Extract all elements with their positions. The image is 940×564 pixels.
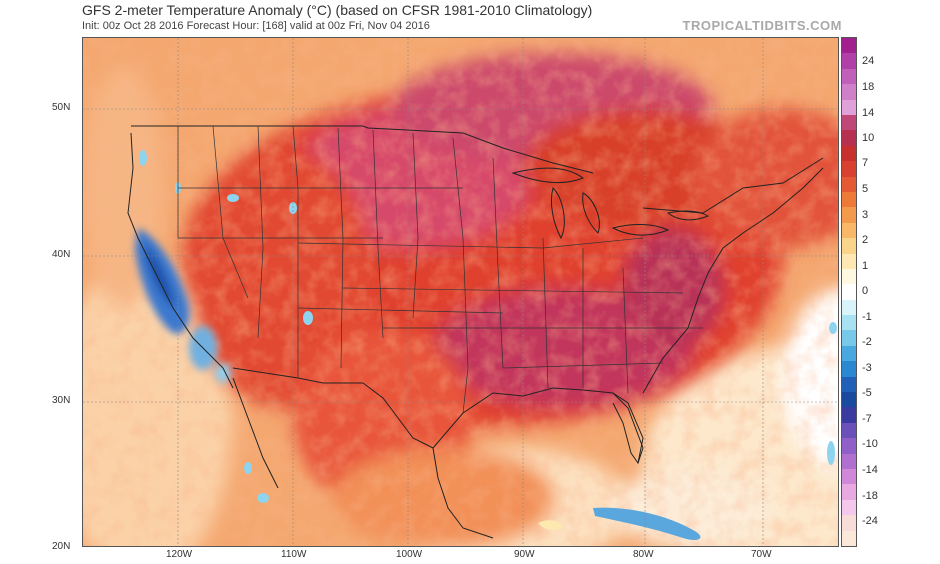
cool-spots bbox=[139, 150, 837, 503]
color-scale-cell bbox=[842, 191, 856, 208]
map-title: GFS 2-meter Temperature Anomaly (°C) (ba… bbox=[82, 2, 593, 18]
color-scale-label: 18 bbox=[862, 81, 875, 93]
color-scale-label: -3 bbox=[862, 362, 872, 374]
color-scale-label: 24 bbox=[862, 55, 875, 67]
anomaly-map bbox=[83, 38, 838, 546]
color-scale-label: 3 bbox=[862, 209, 869, 221]
color-scale-cell bbox=[842, 422, 856, 439]
color-scale-cell bbox=[842, 284, 856, 301]
color-scale-cell bbox=[842, 238, 856, 255]
map-panel bbox=[82, 37, 839, 547]
color-scale-label: -7 bbox=[862, 413, 872, 425]
color-scale-cell bbox=[842, 38, 856, 54]
latitude-label-50n: 50N bbox=[52, 102, 71, 113]
latitude-label-40n: 40N bbox=[52, 249, 71, 260]
color-scale-label: -1 bbox=[862, 311, 872, 323]
color-scale-cell bbox=[842, 438, 856, 455]
cuba-cool-anomaly bbox=[593, 507, 701, 541]
longitude-label-100w: 100W bbox=[396, 549, 423, 560]
color-scale-cell bbox=[842, 345, 856, 362]
color-scale-cell bbox=[842, 315, 856, 332]
color-scale-cell bbox=[842, 99, 856, 116]
color-scale-cell bbox=[842, 161, 856, 178]
longitude-label-70w: 70W bbox=[751, 549, 772, 560]
color-scale-cell bbox=[842, 53, 856, 70]
color-scale-label: 1 bbox=[862, 260, 869, 272]
color-scale-cell bbox=[842, 469, 856, 485]
color-scale-cell bbox=[842, 530, 856, 546]
color-scale-cell bbox=[842, 207, 856, 224]
yucatan-shading bbox=[538, 520, 563, 531]
color-scale-cell bbox=[842, 114, 856, 131]
color-scale-cell bbox=[842, 84, 856, 101]
color-scale-label: -10 bbox=[862, 438, 878, 450]
color-scale-cell bbox=[842, 361, 856, 378]
color-scale-label: -14 bbox=[862, 464, 878, 476]
forecast-info: Init: 00z Oct 28 2016 Forecast Hour: [16… bbox=[82, 20, 430, 32]
color-scale-label: 0 bbox=[862, 285, 869, 297]
color-scale-label: 14 bbox=[862, 107, 875, 119]
latitude-label-30n: 30N bbox=[52, 395, 71, 406]
color-scale-label: 7 bbox=[862, 157, 869, 169]
color-scale-label: -18 bbox=[862, 490, 878, 502]
color-scale-cell bbox=[842, 253, 856, 270]
cool-anomaly-california bbox=[135, 228, 231, 383]
color-scale-cell bbox=[842, 515, 856, 532]
color-scale-cell bbox=[842, 130, 856, 147]
color-scale-label: -5 bbox=[862, 387, 872, 399]
color-scale-cell bbox=[842, 299, 856, 316]
color-scale-cell bbox=[842, 453, 856, 470]
state-borders bbox=[177, 125, 703, 414]
color-scale-label: 5 bbox=[862, 183, 869, 195]
longitude-label-90w: 90W bbox=[514, 549, 535, 560]
color-scale-label: 2 bbox=[862, 234, 869, 246]
color-scale-label: -2 bbox=[862, 336, 872, 348]
texture-overlay bbox=[83, 38, 838, 546]
color-scale-label: 10 bbox=[862, 132, 875, 144]
color-scale-bar bbox=[841, 37, 857, 547]
graticule bbox=[83, 38, 838, 546]
color-scale-label: -24 bbox=[862, 515, 878, 527]
longitude-label-120w: 120W bbox=[166, 549, 193, 560]
longitude-label-110w: 110W bbox=[281, 549, 307, 560]
color-scale-cell bbox=[842, 145, 856, 162]
color-scale-cell bbox=[842, 176, 856, 193]
latitude-label-20n: 20N bbox=[52, 541, 71, 552]
longitude-label-80w: 80W bbox=[633, 549, 654, 560]
color-scale-cell bbox=[842, 68, 856, 85]
color-scale-cell bbox=[842, 499, 856, 516]
color-scale-cell bbox=[842, 484, 856, 501]
color-scale-cell bbox=[842, 407, 856, 424]
color-scale-cell bbox=[842, 330, 856, 347]
color-scale-cell bbox=[842, 222, 856, 239]
brand-watermark: TROPICALTIDBITS.COM bbox=[682, 18, 842, 33]
color-scale-cell bbox=[842, 376, 856, 393]
color-scale-cell bbox=[842, 392, 856, 409]
color-scale-cell bbox=[842, 268, 856, 285]
